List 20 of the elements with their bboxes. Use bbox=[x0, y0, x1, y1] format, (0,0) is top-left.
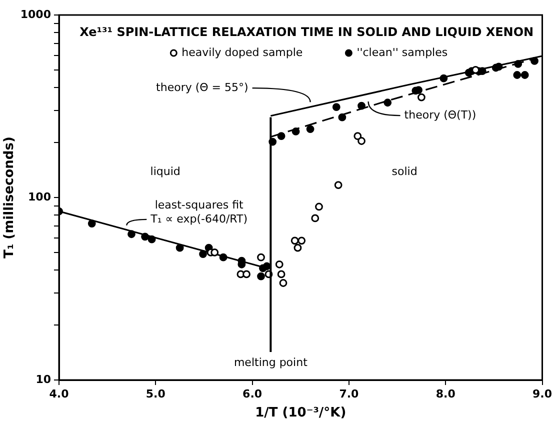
x-tick-label: 9.0 bbox=[532, 387, 552, 400]
annotation: theory (Θ = 55°) bbox=[156, 80, 248, 94]
ref-line-label: melting point bbox=[234, 356, 308, 369]
x-tick-label: 8.0 bbox=[436, 387, 456, 400]
y-tick-label: 1000 bbox=[20, 8, 52, 21]
legend-label: heavily doped sample bbox=[182, 46, 303, 59]
annotation: theory (Θ(T)) bbox=[404, 108, 476, 122]
y-axis-title: T₁ (milliseconds) bbox=[2, 136, 18, 258]
annotation: least-squares fit T₁ ∝ exp(-640/RT) bbox=[150, 198, 248, 226]
y-tick-label: 10 bbox=[36, 372, 52, 386]
x-tick-label: 4.0 bbox=[49, 387, 70, 400]
x-axis-title: 1/T (10⁻³/°K) bbox=[255, 406, 346, 421]
text: Xe¹³¹ SPIN-LATTICE RELAXATION TIME IN SOLID AND LIQUID XENON bbox=[80, 25, 534, 40]
annotation: solid bbox=[392, 164, 418, 178]
x-tick-label: 5.0 bbox=[146, 387, 166, 400]
x-tick-label: 6.0 bbox=[242, 387, 262, 400]
y-tick-label: 100 bbox=[28, 190, 52, 204]
x-tick-label: 7.0 bbox=[339, 387, 360, 400]
legend-label: ''clean'' samples bbox=[356, 46, 448, 59]
annotation: liquid bbox=[150, 164, 180, 178]
